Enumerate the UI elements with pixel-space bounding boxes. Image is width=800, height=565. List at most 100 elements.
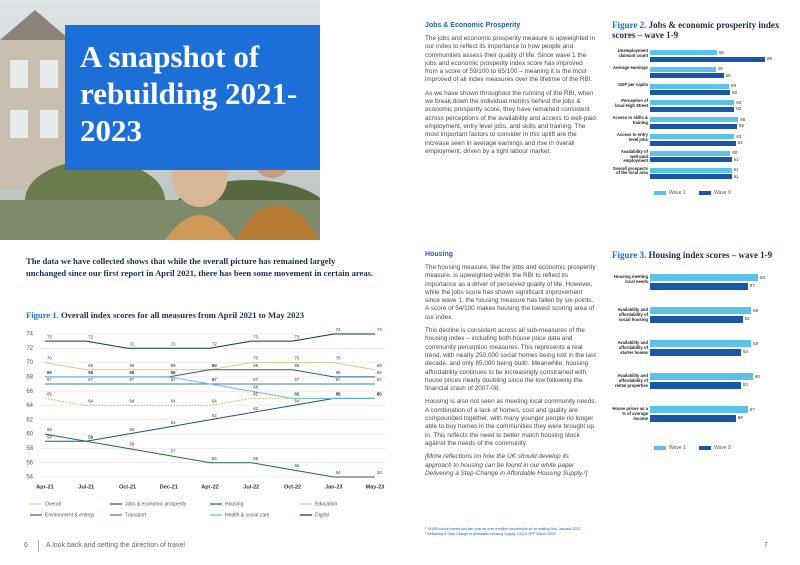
data-label: 54	[336, 470, 341, 475]
data-label: 68	[88, 370, 93, 375]
paragraph: This decline is consistent across all su…	[425, 327, 596, 393]
legend-swatch	[699, 446, 711, 450]
series-line	[45, 333, 375, 349]
data-label: 59	[753, 340, 759, 346]
bar	[650, 373, 753, 380]
series-line	[45, 397, 375, 442]
data-label: 65	[336, 391, 341, 396]
bar	[650, 123, 737, 129]
data-label: 67	[253, 377, 258, 382]
legend-label: Health & social care	[225, 512, 270, 518]
figure-label: Figure 3.	[612, 250, 647, 260]
section-heading: Housing	[425, 251, 453, 258]
data-label: 62	[212, 413, 217, 418]
legend-label: Wave 9	[714, 190, 731, 197]
y-tick-label: 56	[26, 460, 33, 466]
data-label: 68	[130, 370, 135, 375]
data-label: 65	[295, 391, 300, 396]
x-tick-label: May-23	[366, 484, 385, 490]
data-label: 55	[725, 72, 731, 78]
y-tick-label: 54	[26, 475, 33, 481]
x-tick-label: Jul-22	[243, 484, 259, 490]
y-tick-label: 66	[26, 389, 33, 395]
y-tick-label: 70	[26, 360, 33, 366]
data-label: 70	[47, 356, 52, 361]
y-tick-label: 60	[26, 432, 33, 438]
data-label: 68	[47, 370, 52, 375]
category-label: Housing meeting local needs	[614, 274, 648, 284]
cover-photo	[0, 0, 320, 240]
legend-item: Wave 9	[699, 445, 731, 451]
data-label: 59	[88, 434, 93, 439]
section-body: The housing measure, like the jobs and e…	[425, 264, 597, 483]
legend-label: Transport	[125, 512, 147, 518]
data-label: 54	[377, 470, 382, 475]
bar	[650, 414, 736, 422]
data-label: 63	[760, 274, 766, 280]
intro-text: The data we have collected shows that wh…	[26, 256, 374, 278]
y-tick-label: 62	[26, 417, 33, 423]
bar-chart: Figure 3. Housing index scores – wave 1-…	[612, 250, 787, 465]
data-label: 73	[88, 334, 93, 339]
bar	[650, 73, 724, 79]
bar	[650, 282, 748, 290]
bar	[650, 174, 732, 180]
data-label: 63	[736, 106, 742, 112]
bar	[650, 117, 739, 123]
bar	[650, 90, 731, 96]
paragraph: The jobs and economic prosperity measure…	[425, 35, 596, 84]
data-label: 53	[742, 382, 748, 387]
data-label: 69	[88, 363, 93, 368]
data-label: 59	[47, 434, 52, 439]
data-label: 61	[733, 173, 739, 179]
paragraph: Housing is also not seen as meeting loca…	[425, 398, 597, 447]
figure-title-text: Jobs & economic prosperity index scores …	[612, 20, 780, 40]
data-label: 57	[749, 283, 755, 288]
x-tick-label: Oct-22	[284, 484, 301, 490]
category-label: Overall prospects of the local area	[612, 165, 648, 176]
data-label: 65	[377, 391, 382, 396]
legend-swatch	[654, 191, 666, 196]
x-tick-label: Oct-21	[119, 484, 136, 490]
page-number: 7	[764, 542, 768, 549]
figure-title-text: Overall index scores for all measures fr…	[60, 310, 304, 320]
bar	[650, 56, 765, 62]
bar	[650, 381, 741, 389]
data-label: 64	[295, 399, 300, 404]
data-label: 72	[171, 341, 176, 346]
data-label: 59	[730, 83, 737, 89]
data-label: 59	[88, 434, 93, 439]
bar	[650, 167, 732, 173]
category-label: Unemployment claimant count	[617, 48, 648, 58]
data-label: 60	[732, 150, 738, 156]
data-label: 64	[212, 399, 217, 404]
bar	[650, 406, 748, 413]
data-label: 73	[47, 334, 52, 339]
data-label: 72	[130, 341, 135, 346]
data-label: 68	[171, 370, 176, 375]
data-label: 68	[336, 370, 341, 375]
legend-item: Wave 1	[654, 445, 686, 451]
category-label: Access to entry level jobs	[616, 132, 648, 142]
bar	[650, 307, 752, 314]
y-tick-label: 64	[26, 403, 33, 409]
series-line	[45, 369, 375, 378]
data-label: 64	[737, 140, 743, 145]
figure-title: Figure 2. Jobs & economic prosperity ind…	[612, 20, 787, 40]
data-label: 68	[171, 370, 176, 375]
data-label: 60	[732, 89, 738, 95]
y-tick-label: 72	[26, 346, 33, 352]
data-label: 68	[88, 370, 93, 375]
data-label: 70	[336, 356, 341, 361]
paragraph: As we have shown throughout the running …	[425, 89, 596, 155]
data-label: 56	[253, 456, 258, 461]
data-label: 60	[754, 373, 760, 379]
figure-title-text: Housing index scores – wave 1-9	[648, 250, 773, 260]
legend-item: Wave 1	[654, 190, 686, 196]
bar	[650, 150, 731, 156]
data-label: 67	[212, 377, 217, 382]
data-label: 69	[212, 363, 217, 368]
data-label: 65	[738, 123, 745, 129]
bar	[650, 134, 735, 139]
